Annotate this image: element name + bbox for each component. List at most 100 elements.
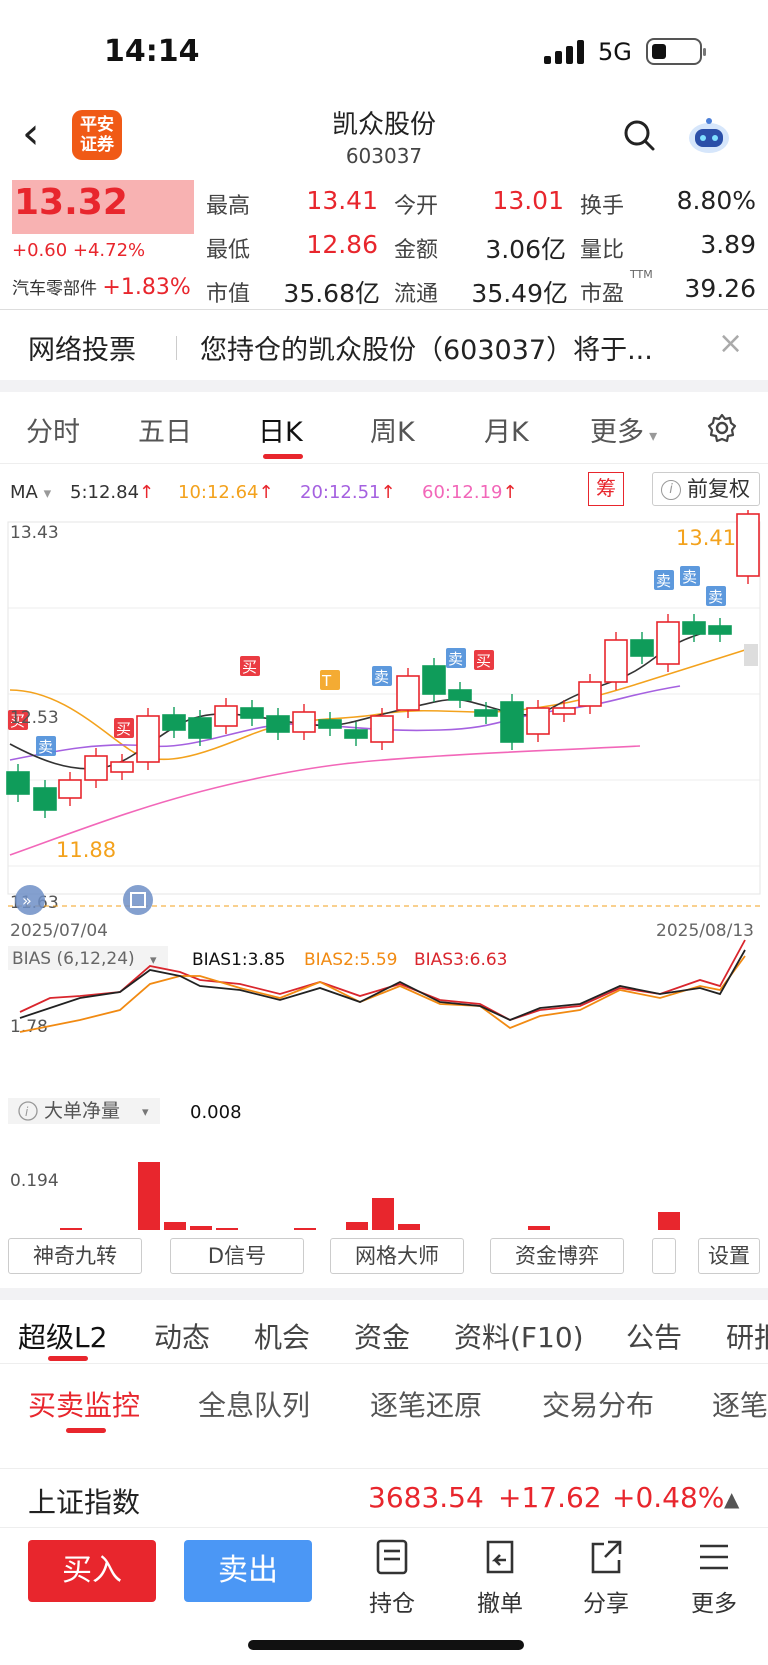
candle-13 (344, 729, 368, 739)
stock-name: 凯众股份 (331, 110, 436, 140)
quote-value-low: 12.86 (306, 230, 378, 259)
info-icon: i (661, 480, 681, 500)
chip-distribution-button[interactable]: 筹 (588, 472, 624, 506)
trade-signal-5 (372, 666, 392, 686)
tab-trade-monitor[interactable]: 买卖监控 (28, 1389, 141, 1422)
candle-16 (422, 665, 446, 695)
notice-title: 网络投票 (28, 335, 136, 366)
tab-announcement[interactable]: 公告 (626, 1321, 683, 1354)
tab-funds[interactable]: 资金 (354, 1321, 411, 1354)
dadan-bar-11 (294, 1228, 316, 1230)
tool-placeholder[interactable] (652, 1238, 676, 1274)
tab-order-queue[interactable]: 全息队列 (198, 1389, 311, 1422)
quote-value-open: 13.01 (492, 186, 564, 215)
ai-assistant-icon[interactable] (686, 116, 732, 156)
sell-button[interactable]: 卖出 (184, 1540, 312, 1602)
share-icon (591, 1540, 622, 1574)
y-axis-top: 13.43 (10, 523, 59, 543)
tab-more[interactable]: 更多 ▾ (590, 417, 658, 448)
ma-legend: MA ▾ 5:12.84↑ 10:12.64↑ 20:12.51↑ 60:12.… (0, 476, 768, 510)
dadan-bar-7 (190, 1226, 212, 1230)
notice-bar[interactable]: 网络投票 您持仓的凯众股份（603037）将于... × (0, 314, 768, 380)
tool-grid-master[interactable]: 网格大师 (330, 1238, 464, 1274)
candle-15 (396, 675, 420, 711)
price-highlight (12, 180, 194, 234)
svg-text:T: T (321, 672, 332, 690)
tab-opportunity[interactable]: 机会 (254, 1321, 311, 1354)
ma-label[interactable]: MA ▾ (10, 482, 52, 503)
more-button[interactable]: 更多 (674, 1538, 754, 1618)
quote-label-mktcap: 市值 (206, 282, 251, 307)
section-gap (0, 380, 768, 392)
tab-super-l2[interactable]: 超级L2 (18, 1321, 108, 1354)
svg-text:卖: 卖 (374, 668, 389, 686)
buy-button[interactable]: 买入 (28, 1540, 156, 1602)
candle-9 (240, 707, 264, 719)
expand-left-icon (15, 885, 45, 915)
tab-monthly-k[interactable]: 月K (484, 417, 529, 448)
dadan-bar-14 (372, 1198, 394, 1230)
share-button[interactable]: 分享 (566, 1538, 646, 1618)
svg-text:卖: 卖 (448, 650, 463, 668)
y-axis-mid: 12.53 (10, 708, 59, 728)
bias2-value: BIAS2:5.59 (304, 950, 398, 970)
tab-f10[interactable]: 资料(F10) (454, 1321, 584, 1354)
candle-20 (526, 707, 550, 735)
candle-3 (84, 755, 108, 781)
quote-label-low: 最低 (206, 238, 251, 263)
svg-text:买: 买 (242, 658, 257, 676)
home-indicator (248, 1640, 524, 1650)
tab-trade-distribution[interactable]: 交易分布 (542, 1389, 655, 1422)
high-price-label: 13.41 (676, 526, 736, 550)
candle-25 (656, 621, 680, 665)
candle-19 (500, 701, 524, 743)
cancel-order-button[interactable]: 撤单 (460, 1538, 540, 1618)
tool-d-signal[interactable]: D信号 (170, 1238, 304, 1274)
tab-weekly-k[interactable]: 周K (370, 417, 415, 448)
candle-18 (474, 709, 498, 717)
dadan-bar-15 (398, 1224, 420, 1230)
back-icon[interactable]: ‹ (22, 108, 40, 159)
active-subtab-indicator (66, 1428, 106, 1433)
trade-signal-6 (446, 648, 466, 668)
candle-7 (188, 717, 212, 739)
candle-26 (682, 621, 706, 635)
ma-line-0 (9, 649, 746, 761)
index-ticker[interactable]: 上证指数 3683.54 +17.62 +0.48% ▲ (0, 1468, 768, 1528)
gear-icon[interactable] (706, 412, 738, 444)
signal-icon (544, 40, 586, 64)
bias-line-0 (19, 939, 746, 1021)
svg-text:卖: 卖 (682, 568, 697, 586)
candle-17 (448, 689, 472, 701)
dadan-value: 0.008 (190, 1102, 242, 1123)
dadan-bar-8 (216, 1228, 238, 1230)
holdings-button[interactable]: 持仓 (352, 1538, 432, 1618)
sector-change[interactable]: 汽车零部件 +1.83% (12, 274, 191, 300)
tool-magic-nine[interactable]: 神奇九转 (8, 1238, 142, 1274)
tab-news[interactable]: 动态 (154, 1321, 211, 1354)
candle-12 (318, 719, 342, 729)
candle-27 (708, 625, 732, 635)
tab-five-day[interactable]: 五日 (138, 417, 192, 448)
adjust-button[interactable]: i 前复权 (652, 472, 760, 506)
close-icon[interactable]: × (718, 326, 744, 361)
date-start: 2025/07/04 (10, 921, 108, 941)
dadan-bar-5 (138, 1162, 160, 1230)
tab-tick-replay[interactable]: 逐笔还原 (370, 1389, 483, 1422)
status-time: 14:14 (104, 34, 200, 69)
last-price: 13.32 (14, 182, 128, 223)
pe-ttm-sup: TTM (630, 268, 653, 281)
candle-14 (370, 715, 394, 743)
expand-up-icon[interactable]: ▲ (724, 1487, 740, 1511)
tool-fund-game[interactable]: 资金博弈 (490, 1238, 624, 1274)
tab-research[interactable]: 研报 (726, 1321, 768, 1354)
tab-tick[interactable]: 逐笔 (712, 1389, 768, 1422)
search-icon[interactable] (622, 118, 656, 152)
tab-daily-k[interactable]: 日K (258, 417, 303, 448)
trade-signal-4 (320, 670, 340, 690)
tab-intraday[interactable]: 分时 (26, 417, 80, 448)
f10-tabs: 超级L2 动态 机会 资金 资料(F10) 公告 研报 (0, 1302, 768, 1364)
stock-header: ‹ 平安 证券 凯众股份 603037 (0, 100, 768, 172)
tool-settings[interactable]: 设置 (698, 1238, 760, 1274)
